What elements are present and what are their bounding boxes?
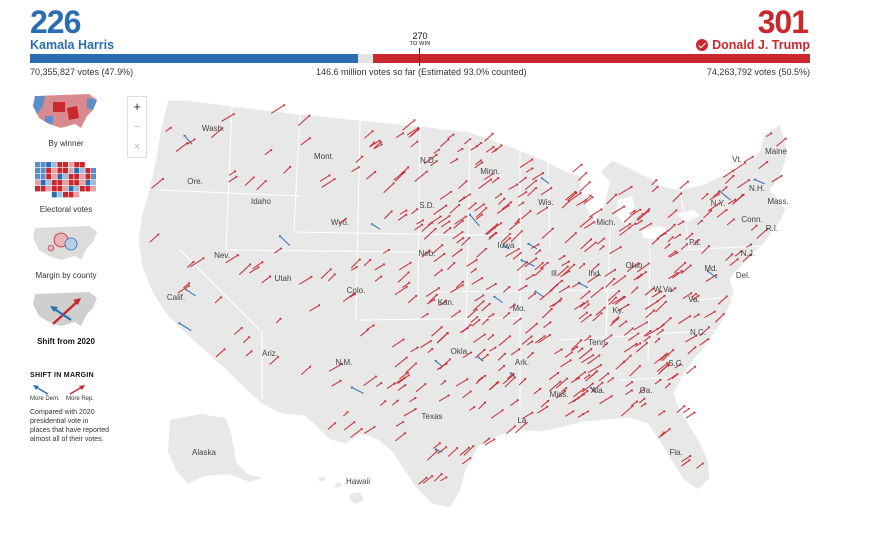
zoom-out-button[interactable]: −	[133, 121, 141, 133]
state-label-ore: Ore.	[187, 177, 203, 186]
map-option-label: Margin by county	[35, 271, 97, 280]
state-labels: Wash. Mont. N.D. Minn. Ore. Idaho S.D. Wis. Wyo.…	[167, 124, 789, 486]
contiguous-us-shape	[137, 99, 789, 509]
us-land	[137, 99, 789, 509]
state-label-fla: Fla.	[669, 448, 682, 457]
trump-name-row: Donald J. Trump	[696, 38, 810, 52]
state-label-kan: Kan.	[438, 298, 454, 307]
state-label-ind: Ind.	[588, 269, 601, 278]
state-label-nh: N.H.	[749, 184, 765, 193]
legend-arrows-icon	[33, 385, 85, 395]
state-label-del: Del.	[736, 271, 750, 280]
state-label-wash: Wash.	[202, 124, 224, 133]
uncounted-bar	[358, 54, 373, 63]
state-label-mich: Mich.	[596, 218, 615, 227]
state-label-maine: Maine	[765, 147, 787, 156]
state-label-mo: Mo.	[512, 304, 525, 313]
state-label-wva: W.Va.	[654, 285, 675, 294]
map-option-shift-from-2020[interactable]: Shift from 2020	[30, 290, 102, 346]
harris-name: Kamala Harris	[30, 38, 115, 52]
great-lakes-shape	[580, 170, 700, 240]
hawaii-shape	[318, 476, 364, 504]
state-label-nm: N.M.	[336, 358, 353, 367]
state-label-ny: N.Y.	[711, 199, 726, 208]
harris-electoral-votes: 226	[30, 4, 81, 40]
state-label-colo: Colo.	[347, 286, 366, 295]
alaska-shape	[168, 414, 262, 484]
state-label-utah: Utah	[275, 274, 292, 283]
legend-rep-label: More Rep.	[66, 396, 95, 402]
by-winner-thumbnail-icon	[33, 94, 97, 128]
map-option-label: Shift from 2020	[37, 337, 95, 346]
state-label-pa: Pa.	[689, 238, 701, 247]
state-label-nc: N.C.	[690, 328, 706, 337]
map-option-margin-by-county[interactable]: Margin by county	[30, 224, 102, 280]
trump-popular-votes: 74,263,792 votes (50.5%)	[706, 67, 810, 77]
state-label-idaho: Idaho	[251, 197, 272, 206]
state-label-hawaii: Hawaii	[346, 477, 370, 486]
state-label-wis: Wis.	[538, 198, 554, 207]
legend-title: SHIFT IN MARGIN	[30, 372, 94, 379]
state-label-la: La.	[517, 416, 528, 425]
state-label-okla: Okla.	[451, 347, 470, 356]
map-option-label: Electoral votes	[39, 205, 93, 214]
state-label-ri: R.I.	[766, 224, 778, 233]
trump-bar	[373, 54, 810, 63]
threshold-number: 270	[412, 31, 428, 41]
state-label-sd: S.D.	[419, 201, 435, 210]
state-label-nj: N.J.	[741, 249, 755, 258]
shift-arrows	[149, 104, 787, 485]
state-label-nd: N.D.	[420, 156, 436, 165]
trump-name: Donald J. Trump	[712, 38, 810, 52]
state-label-neb: Neb.	[419, 249, 436, 258]
state-label-ohio: Ohio	[626, 261, 643, 270]
state-label-ill: Ill.	[551, 269, 559, 278]
zoom-in-button[interactable]: +	[133, 99, 141, 114]
harris-bar	[30, 54, 358, 63]
winner-check-icon	[696, 39, 709, 51]
state-label-texas: Texas	[422, 412, 443, 421]
shift-thumbnail-icon	[33, 292, 97, 326]
state-label-sc: S.C.	[668, 359, 684, 368]
state-borders	[159, 105, 761, 410]
state-label-minn: Minn.	[480, 167, 500, 176]
state-label-conn: Conn.	[741, 215, 762, 224]
harris-popular-votes: 70,355,827 votes (47.9%)	[30, 67, 134, 77]
state-label-nev: Nev.	[214, 251, 230, 260]
state-label-mass: Mass.	[767, 197, 788, 206]
state-label-calif: Calif.	[167, 293, 185, 302]
state-label-vt: Vt.	[732, 155, 742, 164]
state-label-ga: Ga.	[640, 386, 653, 395]
zoom-controls: + − ×	[127, 96, 147, 158]
threshold-label: TO WIN	[409, 41, 431, 47]
state-label-alaska: Alaska	[192, 448, 217, 457]
state-label-ariz: Ariz.	[262, 349, 278, 358]
threshold-marker	[419, 48, 420, 66]
map-option-by-winner[interactable]: By winner	[30, 92, 102, 148]
state-label-wyo: Wyo.	[331, 218, 349, 227]
state-label-mont: Mont.	[314, 152, 334, 161]
map-option-electoral-votes[interactable]: Electoral votes	[30, 158, 102, 214]
map-option-label: By winner	[48, 139, 84, 148]
margin-by-county-thumbnail-icon	[33, 226, 97, 260]
electoral-votes-thumbnail-icon	[35, 162, 96, 198]
state-label-miss: Miss.	[550, 390, 569, 399]
zoom-reset-button[interactable]: ×	[133, 141, 141, 153]
total-votes: 146.6 million votes so far (Estimated 93…	[316, 67, 527, 77]
legend-dem-label: More Dem.	[30, 396, 60, 402]
state-label-va: Va.	[688, 295, 699, 304]
state-label-tenn: Tenn.	[588, 338, 608, 347]
trump-electoral-votes: 301	[757, 4, 809, 40]
state-label-ala: Ala.	[591, 386, 605, 395]
legend-note: Compared with 2020 presidential vote in …	[30, 409, 109, 443]
state-label-ark: Ark.	[515, 358, 529, 367]
state-label-md: Md.	[704, 264, 717, 273]
state-label-iowa: Iowa	[498, 241, 515, 250]
state-label-ky: Ky.	[613, 306, 624, 315]
